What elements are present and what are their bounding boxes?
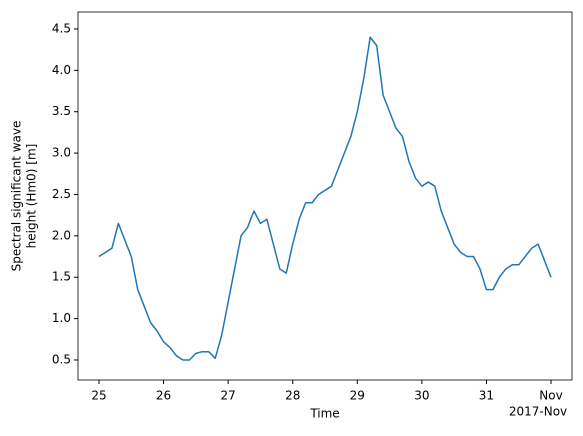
- x-tick-label: 26: [156, 389, 171, 403]
- axes-frame: [77, 11, 573, 381]
- x-tick-label: 30: [414, 389, 429, 403]
- y-tick-label: 2.5: [52, 187, 71, 201]
- y-tick-label: 2.0: [52, 228, 71, 242]
- y-axis-label: height (Hm0) [m]: [25, 144, 39, 249]
- y-tick-label: 3.0: [52, 146, 71, 160]
- y-tick-label: 3.5: [52, 104, 71, 118]
- y-axis-label: Spectral significant wave: [10, 121, 24, 272]
- x-tick-label: 25: [91, 389, 106, 403]
- y-tick-label: 1.0: [52, 311, 71, 325]
- y-tick-label: 0.5: [52, 352, 71, 366]
- x-tick-label: 27: [220, 389, 235, 403]
- x-offset-label: 2017-Nov: [509, 405, 567, 419]
- y-tick-label: 4.5: [52, 21, 71, 35]
- x-tick-label: 29: [350, 389, 365, 403]
- y-tick-label: 1.5: [52, 270, 71, 284]
- x-tick-label: 31: [479, 389, 494, 403]
- x-tick-label: Nov: [539, 389, 562, 403]
- x-axis-label: Time: [309, 407, 339, 421]
- x-tick-label: 28: [285, 389, 300, 403]
- y-tick-label: 4.0: [52, 63, 71, 77]
- data-line: [98, 36, 552, 361]
